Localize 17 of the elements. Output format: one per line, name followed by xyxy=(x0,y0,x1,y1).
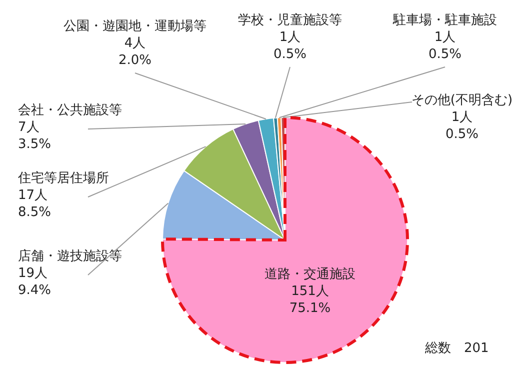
data-label: 7人 3.5% xyxy=(18,120,52,152)
data-label: 4人 2.0% xyxy=(118,36,152,68)
data-label: 1人 0.5% xyxy=(273,30,307,62)
slice-label: 会社・公共施設等 xyxy=(18,102,122,118)
slice-label: 学校・児童施設等 xyxy=(238,12,342,28)
slice-label: 公園・遊園地・運動場等 xyxy=(64,18,206,34)
slice-label: 住宅等居住場所 xyxy=(17,170,109,186)
data-label: 1人 0.5% xyxy=(445,110,479,142)
slice-label: その他(不明含む) xyxy=(411,92,513,108)
data-label: 19人 9.4% xyxy=(18,266,52,298)
data-label: 1人 0.5% xyxy=(428,30,462,62)
slice-label: 駐車場・駐車施設 xyxy=(392,12,497,28)
data-label: 17人 8.5% xyxy=(18,188,52,220)
data-label: 151人 75.1% xyxy=(289,284,331,316)
text: 総数 201 xyxy=(424,340,489,356)
slice-label: 店舗・遊技施設等 xyxy=(18,248,122,264)
slice-label: 道路・交通施設 xyxy=(264,266,356,282)
